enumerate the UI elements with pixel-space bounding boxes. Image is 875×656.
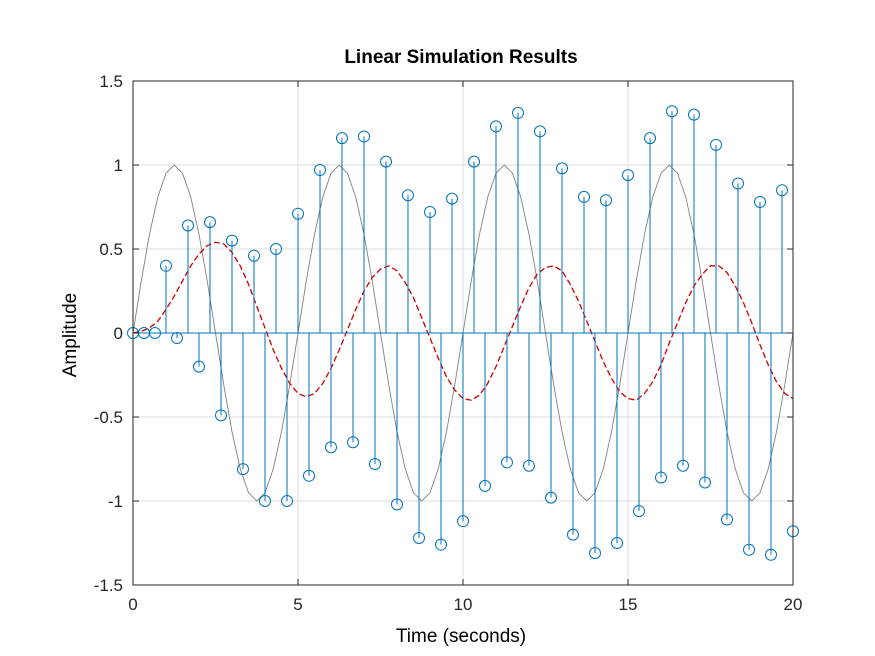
stem-marker <box>281 495 294 507</box>
stem-marker <box>401 189 414 202</box>
stem-marker <box>358 130 370 143</box>
stem-marker <box>149 327 162 339</box>
stem-marker <box>578 190 591 203</box>
stem-marker <box>424 206 436 219</box>
y-tick-label: 1 <box>114 156 123 175</box>
stem-marker <box>710 138 723 151</box>
stem-marker <box>182 219 195 232</box>
stem-marker <box>776 184 789 197</box>
stem-marker <box>589 547 601 560</box>
stem-marker <box>215 409 228 422</box>
stem-marker <box>479 479 492 492</box>
response-line <box>132 241 794 401</box>
plot-area: 0 5 10 15 20 -1.5 -1 -0.5 0 0.5 1 1.5 <box>94 72 803 614</box>
y-tick-label: -1.5 <box>94 576 123 595</box>
stem-marker <box>391 498 403 511</box>
stem-marker <box>622 169 634 182</box>
stem-marker <box>292 207 304 220</box>
stem-marker <box>698 476 711 489</box>
stem-marker <box>193 360 205 373</box>
stem-marker <box>302 469 315 482</box>
stem-marker <box>457 515 469 528</box>
y-tick-label: 0.5 <box>99 240 123 259</box>
stem-marker <box>644 132 657 145</box>
stem-marker <box>655 471 667 484</box>
y-tick-label: 0 <box>114 324 123 343</box>
stem-marker <box>764 548 777 561</box>
y-tick-label: -1 <box>108 492 123 511</box>
stem-marker <box>754 195 766 208</box>
stem-marker <box>314 164 327 177</box>
stem-marker <box>566 528 579 541</box>
stem-marker <box>248 249 261 262</box>
stem-marker <box>236 463 249 476</box>
stem-marker <box>688 108 700 121</box>
stem-marker <box>259 495 271 507</box>
stem-marker <box>160 259 172 272</box>
x-tick-label: 15 <box>619 595 638 614</box>
stem-marker <box>743 543 756 556</box>
stem-marker <box>413 531 426 544</box>
stem-marker <box>677 459 690 472</box>
chart-title: Linear Simulation Results <box>344 47 577 68</box>
stem-marker <box>335 132 348 145</box>
y-axis-label: Amplitude <box>60 293 81 378</box>
stem-marker <box>665 105 678 118</box>
x-tick-label: 20 <box>784 595 803 614</box>
stem-marker <box>611 537 624 549</box>
stem-marker <box>500 456 513 469</box>
stem-marker <box>545 491 558 504</box>
x-tick-label: 10 <box>454 595 473 614</box>
stem-marker <box>731 177 744 190</box>
stem-marker <box>512 106 525 119</box>
stem-marker <box>347 436 360 449</box>
y-tick-label: -0.5 <box>94 408 123 427</box>
stem-marker <box>380 155 393 168</box>
stem-marker <box>523 459 535 472</box>
stem-marker <box>467 155 480 168</box>
stem-marker <box>599 194 612 207</box>
stem-marker <box>556 162 568 175</box>
stem-marker <box>490 120 502 133</box>
stem-marker <box>325 441 337 454</box>
stem-marker <box>226 234 238 247</box>
x-axis-label: Time (seconds) <box>396 626 526 647</box>
stem-marker <box>533 125 546 138</box>
stem-marker <box>170 332 183 345</box>
stem-layer <box>127 105 799 561</box>
stem-marker <box>632 505 645 518</box>
stem-marker <box>203 216 216 229</box>
stem-marker <box>434 538 447 551</box>
stem-marker <box>721 513 733 526</box>
y-tick-label: 1.5 <box>99 72 123 91</box>
x-tick-label: 0 <box>128 595 137 614</box>
x-tick-label: 5 <box>293 595 302 614</box>
stem-marker <box>446 192 459 205</box>
axis-ticks: 0 5 10 15 20 -1.5 -1 -0.5 0 0.5 1 1.5 <box>94 72 803 614</box>
stem-marker <box>368 458 381 471</box>
stem-marker <box>269 243 282 255</box>
